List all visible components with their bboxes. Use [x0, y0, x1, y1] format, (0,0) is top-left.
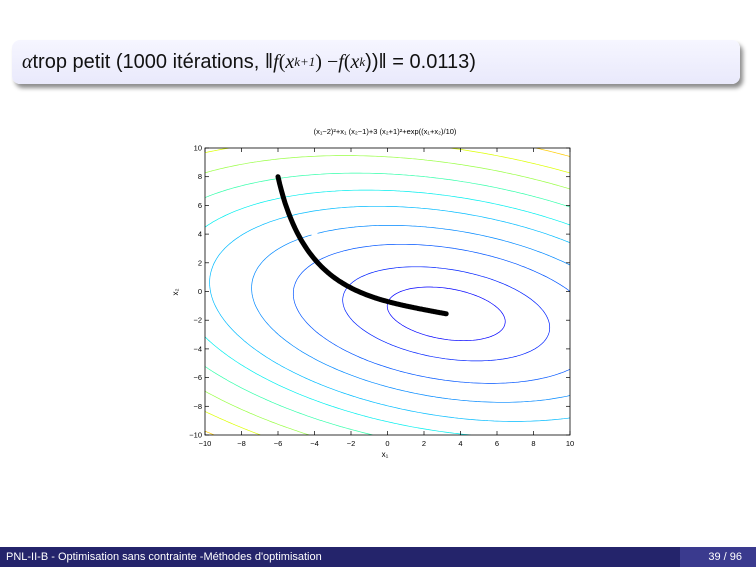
- contour-line: [205, 189, 570, 435]
- x-tick-label: 10: [566, 439, 574, 448]
- x-tick-label: 6: [495, 439, 499, 448]
- y-tick-label: 6: [198, 201, 202, 210]
- y-tick-label: 2: [198, 258, 202, 267]
- x-tick-label: −8: [237, 439, 246, 448]
- x-tick-label: 2: [422, 439, 426, 448]
- x-tick-label: 8: [531, 439, 535, 448]
- y-tick-label: 4: [198, 230, 202, 239]
- x-tick-label: −2: [347, 439, 356, 448]
- contour-line: [205, 155, 570, 435]
- y-tick-label: 10: [194, 144, 202, 153]
- title-paren-1: (: [278, 50, 286, 73]
- title-x-1: x: [285, 50, 295, 73]
- y-tick-label: −6: [193, 373, 202, 382]
- title-value: ))‖ = 0.0113): [365, 50, 476, 73]
- contour-line: [205, 148, 570, 435]
- x-tick-label: 4: [458, 439, 462, 448]
- footer-page-number: 39 / 96: [680, 547, 756, 567]
- y-axis-label: x₂: [171, 288, 180, 295]
- contour-lines: [205, 148, 570, 435]
- x-tick-label: 0: [385, 439, 389, 448]
- title-paren-2: (: [343, 50, 351, 73]
- contour-line: [342, 266, 551, 362]
- axis-ticks: −10 −8 −6 −4 −2 0 2 4 6 8 10 −10 −8 −6 −4 −2 0 2 4 6 8 10: [189, 144, 574, 449]
- contour-line: [205, 172, 570, 435]
- contour-line: [251, 225, 570, 403]
- y-tick-label: −10: [189, 431, 202, 440]
- title-minus: ) −: [315, 50, 339, 73]
- y-tick-label: −2: [193, 316, 202, 325]
- footer-course-title: PNL-II-B - Optimisation sans contrainte …: [0, 547, 680, 567]
- x-axis-label: x₁: [382, 450, 389, 459]
- title-sub-2: k: [359, 54, 366, 69]
- contour-line: [205, 148, 570, 435]
- y-tick-label: 8: [198, 172, 202, 181]
- contour-line: [209, 205, 570, 422]
- chart-title: (x₁−2)²+x₁ (x₂−1)+3 (x₂+1)²+exp((x₁+x₂)/…: [314, 127, 457, 136]
- contour-line: [386, 286, 506, 342]
- title-x-2: x: [350, 50, 360, 73]
- slide-title: α trop petit (1000 itérations, ‖ f(x k+1) …: [12, 40, 740, 84]
- x-tick-label: −10: [199, 439, 212, 448]
- footer-bar: PNL-II-B - Optimisation sans contrainte …: [0, 547, 756, 567]
- title-f-1: f: [273, 50, 279, 73]
- title-alpha: α: [22, 50, 33, 73]
- optimization-path: [275, 174, 449, 317]
- title-f-2: f: [338, 50, 344, 73]
- x-tick-label: −4: [310, 439, 319, 448]
- y-tick-label: −8: [193, 402, 202, 411]
- contour-chart: (x₁−2)²+x₁ (x₂−1)+3 (x₂+1)²+exp((x₁+x₂)/…: [160, 118, 600, 468]
- contour-line: [292, 243, 570, 384]
- title-sub-1: k+1: [294, 54, 316, 69]
- contour-chart-svg: (x₁−2)²+x₁ (x₂−1)+3 (x₂+1)²+exp((x₁+x₂)/…: [171, 127, 574, 459]
- title-text: trop petit (1000 itérations, ‖: [32, 50, 274, 73]
- y-tick-label: −4: [193, 344, 202, 353]
- y-tick-label: 0: [198, 287, 202, 296]
- descent-path: [275, 174, 449, 317]
- x-tick-label: −6: [274, 439, 283, 448]
- plot-frame: [204, 147, 571, 436]
